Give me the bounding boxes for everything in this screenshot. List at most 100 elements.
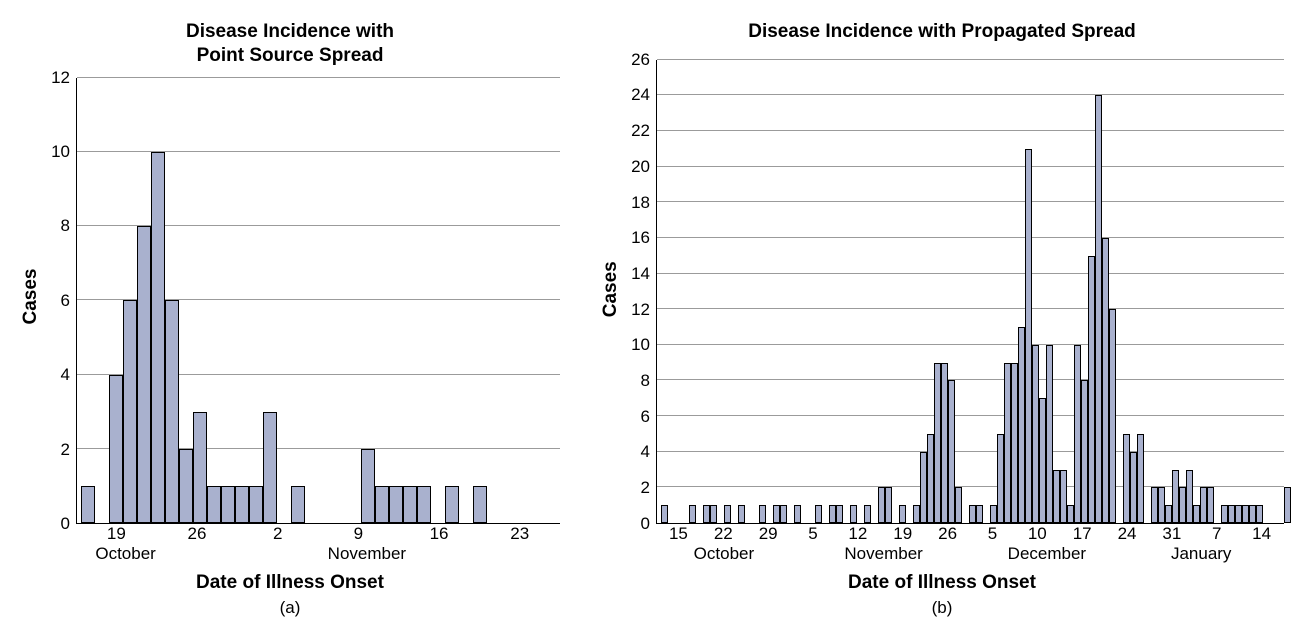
bar [1046, 345, 1053, 523]
bar [375, 486, 389, 523]
bar [1256, 505, 1263, 523]
xtick: 9 [318, 524, 399, 544]
bar [417, 486, 431, 523]
xtick: 5 [791, 524, 836, 544]
panel-a-title-line2: Point Source Spread [197, 45, 384, 66]
xtick: 23 [479, 524, 560, 544]
xmonth-label: October [95, 544, 155, 564]
bar [759, 505, 766, 523]
bar [263, 412, 277, 523]
bar [689, 505, 696, 523]
bar [773, 505, 780, 523]
bar [997, 434, 1004, 523]
bar [920, 452, 927, 523]
panel-b-chartbox [656, 60, 1284, 524]
bar [1074, 345, 1081, 523]
bar [794, 505, 801, 523]
xtick: 15 [656, 524, 701, 544]
panel-a-xlabel: Date of Illness Onset [196, 572, 384, 594]
bar [109, 375, 123, 523]
bar [724, 505, 731, 523]
panel-b-title: Disease Incidence with Propagated Spread [600, 20, 1284, 44]
panel-a-plotrow: Cases 121086420 [20, 68, 560, 525]
bar [1179, 487, 1186, 523]
xtick: 2 [237, 524, 318, 544]
panel-b-xticks: 1522295121926510172431714 [656, 524, 1284, 544]
bar [864, 505, 871, 523]
bar [1095, 95, 1102, 523]
bar [221, 486, 235, 523]
bar [403, 486, 417, 523]
bar [1053, 470, 1060, 523]
bar [137, 226, 151, 523]
panel-a-chart-wrap: Cases 121086420 1926291623 OctoberNovemb… [20, 68, 560, 619]
bar [976, 505, 983, 523]
bar [1060, 470, 1067, 523]
bar [1158, 487, 1165, 523]
bar [934, 363, 941, 523]
bar [1109, 309, 1116, 523]
bar [885, 487, 892, 523]
bar [836, 505, 843, 523]
bar [829, 505, 836, 523]
xtick: 10 [1015, 524, 1060, 544]
xtick: 26 [157, 524, 238, 544]
bar [878, 487, 885, 523]
bar [473, 486, 487, 523]
bar [1102, 238, 1109, 523]
bar [1235, 505, 1242, 523]
xtick: 19 [880, 524, 925, 544]
bar [1011, 363, 1018, 523]
bar [1137, 434, 1144, 523]
xtick: 16 [399, 524, 480, 544]
bar [927, 434, 934, 523]
xtick: 26 [925, 524, 970, 544]
panel-a-xmonths: OctoberNovember [76, 544, 560, 566]
figure: Disease Incidence with Point Source Spre… [0, 0, 1304, 628]
panel-b: Disease Incidence with Propagated Spread… [600, 20, 1284, 618]
xmonth-label: December [1008, 544, 1086, 564]
bar [193, 412, 207, 523]
bar [780, 505, 787, 523]
bar [1172, 470, 1179, 523]
panel-a-yticks: 121086420 [42, 68, 76, 525]
xtick: 7 [1194, 524, 1239, 544]
bar [815, 505, 822, 523]
panel-b-plotrow: Cases 26242220181614121086420 [600, 54, 1284, 524]
bar [1221, 505, 1228, 523]
panel-b-yticks: 26242220181614121086420 [622, 54, 656, 524]
panel-b-bars [657, 60, 1284, 523]
xtick: 19 [76, 524, 157, 544]
bar [123, 300, 137, 523]
bar [1039, 398, 1046, 523]
xtick: 31 [1149, 524, 1194, 544]
panel-a-xticks: 1926291623 [76, 524, 560, 544]
panel-a-title: Disease Incidence with Point Source Spre… [20, 20, 560, 68]
bar [249, 486, 263, 523]
bar [1151, 487, 1158, 523]
panel-b-ylabel: Cases [600, 54, 622, 524]
xmonth-label: January [1171, 544, 1231, 564]
bar [291, 486, 305, 523]
xmonth-label: October [694, 544, 754, 564]
bar [1186, 470, 1193, 523]
bar [235, 486, 249, 523]
bar [948, 380, 955, 523]
xtick: 14 [1239, 524, 1284, 544]
panel-a-chartbox [76, 78, 560, 525]
panel-b-sublabel: (b) [932, 598, 953, 618]
bar [1228, 505, 1235, 523]
panel-a-ylabel: Cases [20, 68, 42, 525]
xtick: 29 [746, 524, 791, 544]
panel-a-sublabel: (a) [280, 598, 301, 618]
bar [899, 505, 906, 523]
bar [1130, 452, 1137, 523]
bar [955, 487, 962, 523]
bar [1193, 505, 1200, 523]
bar [389, 486, 403, 523]
bar [1123, 434, 1130, 523]
bar [1200, 487, 1207, 523]
bar [361, 449, 375, 523]
bar [1242, 505, 1249, 523]
bar [1249, 505, 1256, 523]
